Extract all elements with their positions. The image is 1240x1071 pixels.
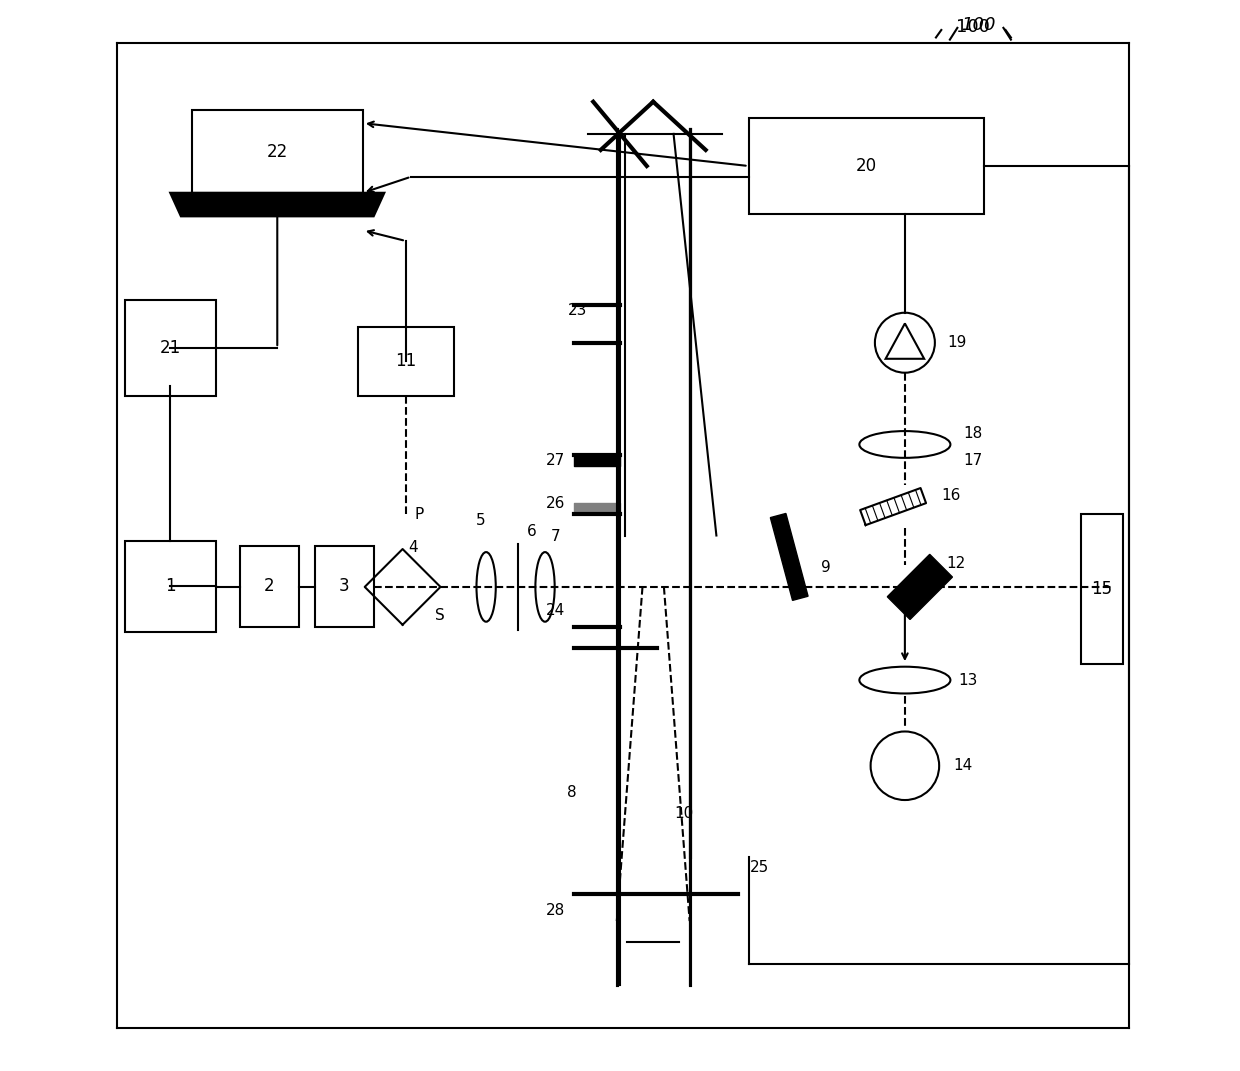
Text: 10: 10 — [675, 806, 694, 821]
Text: 7: 7 — [551, 529, 560, 544]
Text: 6: 6 — [527, 524, 537, 539]
Text: 11: 11 — [396, 352, 417, 371]
Text: 21: 21 — [160, 340, 181, 357]
Text: 2: 2 — [264, 577, 274, 595]
Polygon shape — [770, 513, 808, 601]
Text: S: S — [435, 608, 444, 623]
Text: 16: 16 — [941, 488, 961, 503]
Text: 1: 1 — [165, 577, 176, 595]
Bar — [749, 118, 985, 214]
Text: 24: 24 — [546, 603, 565, 618]
Polygon shape — [888, 555, 952, 619]
Text: 8: 8 — [567, 785, 577, 800]
Text: 20: 20 — [856, 157, 877, 175]
Text: 100: 100 — [961, 16, 996, 33]
Bar — [357, 327, 454, 396]
Text: 14: 14 — [954, 758, 972, 773]
Text: 100: 100 — [956, 18, 991, 35]
Text: 25: 25 — [750, 860, 769, 875]
Text: 27: 27 — [546, 453, 565, 468]
Text: 18: 18 — [963, 426, 983, 441]
Text: 22: 22 — [267, 142, 288, 161]
Text: 28: 28 — [546, 903, 565, 918]
Text: 26: 26 — [546, 496, 565, 511]
Bar — [125, 300, 216, 396]
Text: 4: 4 — [408, 540, 418, 555]
Text: 13: 13 — [959, 673, 978, 688]
Text: 5: 5 — [476, 513, 486, 528]
Bar — [239, 546, 299, 627]
Text: 15: 15 — [1091, 580, 1112, 598]
Text: 17: 17 — [963, 453, 983, 468]
Text: 23: 23 — [568, 303, 587, 318]
Bar — [315, 546, 373, 627]
Text: 3: 3 — [339, 577, 350, 595]
Bar — [1080, 514, 1123, 664]
Text: P: P — [414, 507, 424, 522]
Polygon shape — [170, 193, 384, 216]
Text: 19: 19 — [947, 335, 967, 350]
Text: 12: 12 — [946, 556, 966, 571]
Bar — [192, 110, 363, 193]
Bar — [125, 541, 216, 632]
Text: 9: 9 — [821, 560, 831, 575]
